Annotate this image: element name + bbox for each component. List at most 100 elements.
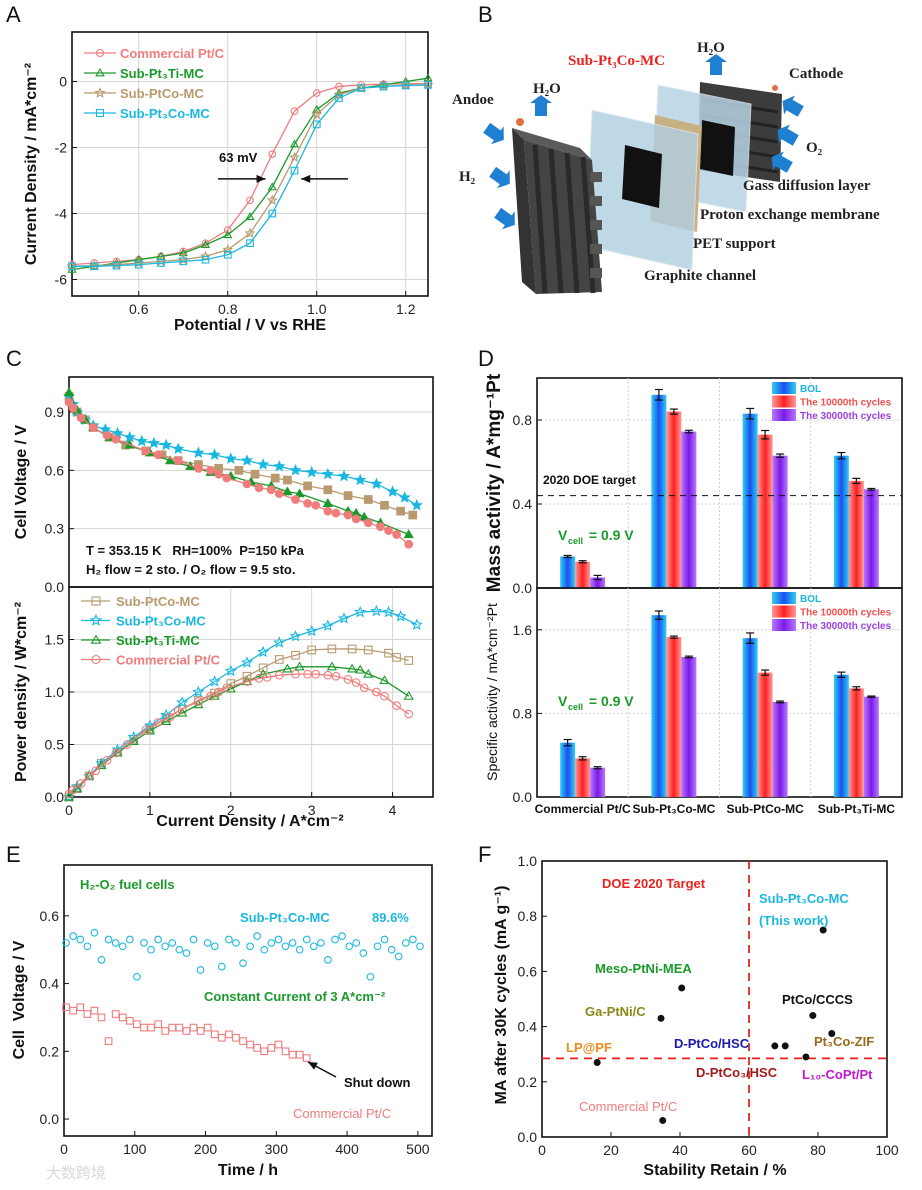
- x-tick-label: 0: [65, 802, 73, 818]
- data-point: [404, 709, 414, 719]
- legend-marker: [94, 87, 106, 98]
- data-point: [141, 446, 151, 456]
- diagram-label-catalyst: Sub-Pt₃Co-MC: [568, 53, 665, 69]
- data-point: [289, 463, 302, 476]
- data-point: [112, 261, 121, 270]
- data-point: [76, 413, 86, 423]
- data-point: [257, 645, 270, 658]
- data-point: [274, 655, 284, 664]
- data-point: [294, 661, 305, 671]
- legend-label: The 30000th cycles: [800, 621, 892, 632]
- point-label: Commercial Pt/C: [579, 1099, 677, 1114]
- data-point: [394, 610, 407, 622]
- data-point: [223, 226, 232, 234]
- x-tick-label: 1: [146, 802, 154, 818]
- data-point: [338, 932, 346, 940]
- data-point: [253, 1044, 262, 1052]
- y-axis-label: Power density / W*cm⁻²: [13, 602, 30, 782]
- data-point: [76, 1003, 85, 1012]
- o2-inlet-arrow-icon: [782, 95, 804, 117]
- data-point: [102, 430, 112, 440]
- data-point: [289, 629, 302, 642]
- data-point: [267, 182, 277, 191]
- point-label: LP@PF: [566, 1040, 612, 1055]
- x-tick-label: 300: [265, 1141, 289, 1157]
- arrow-left-head: [256, 174, 266, 183]
- shutdown-label: Shut down: [344, 1075, 410, 1090]
- doe-target-label: 2020 DOE target: [543, 473, 636, 487]
- data-point: [68, 403, 78, 413]
- bar: [848, 688, 864, 797]
- data-point: [232, 939, 240, 947]
- x-tick-label: 100: [123, 1141, 147, 1157]
- y-tick-label: -6: [55, 272, 68, 288]
- data-point: [401, 939, 410, 947]
- data-point: [172, 442, 185, 455]
- data-point: [334, 88, 344, 97]
- data-point: [295, 945, 304, 954]
- series-label: Sub-Pt₃Co-MC: [240, 910, 330, 925]
- legend-label: Sub-Pt₃Ti-MC: [120, 66, 204, 81]
- data-point: [225, 1030, 233, 1039]
- panel-letter: D: [478, 346, 494, 371]
- data-point: [135, 434, 148, 447]
- data-point: [270, 473, 280, 483]
- data-point: [274, 670, 284, 680]
- y-axis-label: Cell Voltage / V: [13, 424, 30, 539]
- series-circle: [62, 928, 424, 981]
- data-point: [392, 530, 401, 539]
- cathode-terminal: [772, 85, 778, 91]
- data-point: [345, 942, 354, 951]
- data-point: [289, 151, 300, 163]
- x-tick-label: 80: [810, 1142, 826, 1158]
- data-point: [802, 1053, 810, 1061]
- data-point: [239, 959, 247, 968]
- bar: [575, 561, 591, 588]
- bar: [863, 696, 879, 797]
- data-point: [134, 260, 143, 269]
- h2-inlet-arrow-icon: [494, 207, 515, 230]
- legend-marker: [90, 634, 102, 644]
- data-point: [242, 677, 252, 686]
- vcell-value: = 0.9 V: [585, 527, 634, 543]
- data-point: [182, 1027, 191, 1035]
- series-sub-ptco-mc: [64, 644, 414, 802]
- data-point: [223, 250, 232, 259]
- y-tick-label: 0.0: [513, 789, 533, 805]
- legend-marker: [95, 68, 105, 77]
- data-point: [303, 481, 312, 491]
- bar: [863, 489, 879, 588]
- data-point: [819, 926, 827, 934]
- y-tick-label: -2: [55, 140, 68, 156]
- diagram-label-graphite: Graphite channel: [644, 268, 756, 284]
- data-point: [289, 139, 300, 148]
- series-line: [72, 84, 429, 267]
- data-point: [408, 510, 418, 520]
- plot-frame: [63, 864, 433, 1137]
- data-point: [312, 89, 321, 97]
- fuel-cell-note: H₂-O₂ fuel cells: [80, 877, 175, 892]
- data-point: [260, 945, 269, 954]
- bar: [651, 615, 667, 797]
- data-point: [363, 518, 373, 528]
- data-point: [223, 230, 233, 239]
- data-point: [156, 251, 166, 260]
- data-point: [240, 656, 254, 668]
- x-axis-label: Stability Retain / %: [643, 1162, 786, 1179]
- data-point: [401, 76, 411, 85]
- legend-marker: [91, 596, 101, 606]
- x-tick-label: 0: [60, 1141, 68, 1157]
- h2-inlet-arrow-icon: [483, 122, 504, 145]
- data-point: [337, 469, 351, 482]
- data-point: [288, 1050, 297, 1059]
- bar: [848, 480, 864, 588]
- point-label: Pt₃Co-ZIF: [814, 1034, 874, 1049]
- data-point: [254, 673, 264, 683]
- data-point: [140, 1023, 148, 1032]
- data-point: [153, 450, 163, 460]
- data-point: [291, 669, 300, 679]
- x-tick-label: 60: [741, 1142, 757, 1158]
- vcell-label: V: [558, 693, 568, 709]
- point-label: D-PtCo₃/HSC: [696, 1065, 778, 1080]
- data-point: [214, 469, 223, 479]
